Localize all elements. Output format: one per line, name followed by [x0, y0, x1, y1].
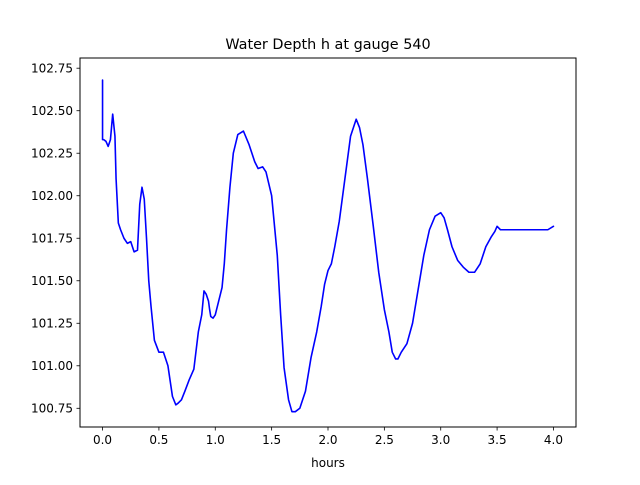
y-tick-label: 102.00 [31, 189, 73, 203]
x-axis: 0.0 0.5 1.0 1.5 2.0 2.5 3.0 3.5 4.0 [93, 427, 563, 447]
y-tick-label: 101.00 [31, 359, 73, 373]
y-axis: 100.75 101.00 101.25 101.50 101.75 102.00 102.… [31, 61, 80, 415]
x-axis-label: hours [311, 456, 345, 470]
x-tick-label: 0.0 [93, 433, 112, 447]
y-tick-label: 102.75 [31, 61, 73, 75]
y-tick-label: 102.25 [31, 146, 73, 160]
x-tick-label: 3.5 [488, 433, 507, 447]
x-tick-label: 2.5 [375, 433, 394, 447]
x-tick-label: 2.0 [318, 433, 337, 447]
y-tick-label: 101.75 [31, 231, 73, 245]
chart-title: Water Depth h at gauge 540 [225, 37, 430, 53]
y-tick-label: 101.25 [31, 316, 73, 330]
x-tick-label: 1.5 [262, 433, 281, 447]
y-tick-label: 101.50 [31, 274, 73, 288]
plot-area [80, 58, 576, 427]
y-tick-label: 100.75 [31, 401, 73, 415]
x-tick-label: 4.0 [544, 433, 563, 447]
x-tick-label: 1.0 [206, 433, 225, 447]
x-tick-label: 3.0 [431, 433, 450, 447]
y-tick-label: 102.50 [31, 104, 73, 118]
x-tick-label: 0.5 [149, 433, 168, 447]
series-line-0 [101, 79, 555, 413]
plot-frame [79, 57, 577, 428]
series-layer [101, 79, 555, 413]
